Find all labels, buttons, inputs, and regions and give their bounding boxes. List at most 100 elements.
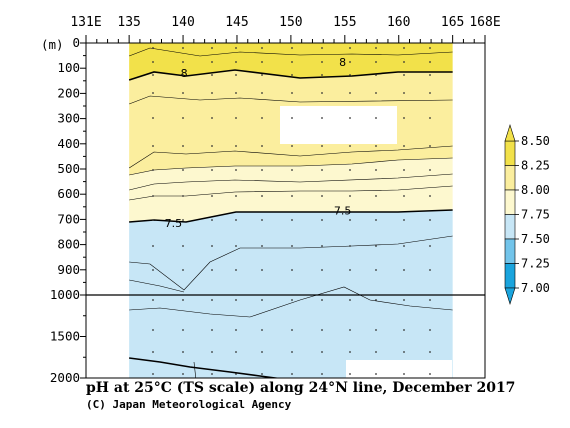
y-tick-label: 900 bbox=[57, 262, 80, 277]
contour-line bbox=[128, 69, 453, 81]
sample-dot bbox=[429, 117, 431, 119]
sample-dot bbox=[235, 329, 237, 331]
sample-dot bbox=[375, 245, 377, 247]
y-tick-label: 1500 bbox=[50, 329, 80, 344]
sample-dot bbox=[349, 329, 351, 331]
sample-dot bbox=[235, 373, 237, 375]
sample-dot bbox=[321, 195, 323, 197]
band-2 bbox=[129, 158, 453, 222]
sample-dot bbox=[152, 117, 154, 119]
contour-line bbox=[193, 361, 197, 378]
sample-dot bbox=[375, 61, 377, 63]
colorbar-label: 7.75 bbox=[521, 208, 550, 222]
sample-dot bbox=[321, 92, 323, 94]
sample-dot bbox=[349, 117, 351, 119]
sample-dot bbox=[182, 195, 184, 197]
sample-dot bbox=[152, 299, 154, 301]
sample-dot bbox=[211, 195, 213, 197]
sample-dot bbox=[261, 245, 263, 247]
sample-dot bbox=[429, 92, 431, 94]
contour-line bbox=[128, 145, 453, 169]
no-data-mask-lower bbox=[346, 360, 452, 378]
sample-dot bbox=[235, 195, 237, 197]
sample-dot bbox=[321, 219, 323, 221]
sample-dot bbox=[403, 92, 405, 94]
sample-dot bbox=[291, 61, 293, 63]
y-tick-label: 2000 bbox=[50, 370, 80, 385]
x-tick-label: 165 bbox=[441, 15, 464, 30]
sample-dot bbox=[429, 299, 431, 301]
sample-dot bbox=[429, 47, 431, 49]
y-tick-label: 0 bbox=[72, 35, 80, 50]
sample-dot bbox=[235, 169, 237, 171]
sample-dot bbox=[403, 195, 405, 197]
sample-dot bbox=[321, 145, 323, 147]
sample-dot bbox=[429, 195, 431, 197]
sample-dot bbox=[403, 219, 405, 221]
sample-dot bbox=[349, 61, 351, 63]
sample-dot bbox=[182, 245, 184, 247]
sample-dot bbox=[235, 299, 237, 301]
sample-dot bbox=[291, 169, 293, 171]
sample-dot bbox=[211, 299, 213, 301]
sample-dot bbox=[235, 245, 237, 247]
contour-line bbox=[129, 209, 453, 223]
colorbar-label: 8.00 bbox=[521, 183, 550, 197]
sample-dot bbox=[261, 219, 263, 221]
sample-dot bbox=[152, 195, 154, 197]
sample-dot bbox=[375, 219, 377, 221]
sample-dot bbox=[429, 145, 431, 147]
colorbar-swatch bbox=[504, 165, 516, 191]
sample-dot bbox=[375, 373, 377, 375]
sample-dot bbox=[375, 195, 377, 197]
y-tick-label: 200 bbox=[57, 85, 80, 100]
sample-dot bbox=[429, 219, 431, 221]
x-tick-label: 131E bbox=[70, 15, 101, 30]
sample-dot bbox=[261, 373, 263, 375]
sample-dot bbox=[349, 92, 351, 94]
colorbar: 8.50 8.25 8.00 7.75 7.50 7.25 7.00 bbox=[504, 123, 550, 306]
sample-dot bbox=[429, 329, 431, 331]
sample-dot bbox=[349, 351, 351, 353]
sample-dot bbox=[403, 169, 405, 171]
sample-dot bbox=[349, 269, 351, 271]
colorbar-label: 7.50 bbox=[521, 232, 550, 246]
y-tick-label: 100 bbox=[57, 60, 80, 75]
sample-dot bbox=[403, 373, 405, 375]
sample-dot bbox=[375, 74, 377, 76]
colorbar-label: 7.00 bbox=[521, 281, 550, 295]
contour-labels: 8 8 7.5 7.5 bbox=[165, 56, 352, 230]
sample-dot bbox=[182, 61, 184, 63]
sample-dot bbox=[261, 269, 263, 271]
sample-dot bbox=[429, 351, 431, 353]
contour-line bbox=[129, 47, 453, 57]
sample-dot bbox=[291, 245, 293, 247]
colorbar-swatch bbox=[504, 263, 516, 289]
sample-dot bbox=[152, 169, 154, 171]
sample-dot bbox=[261, 299, 263, 301]
band-3 bbox=[129, 210, 453, 360]
sample-dot bbox=[261, 329, 263, 331]
sample-dot bbox=[152, 329, 154, 331]
plot-frame bbox=[85, 42, 486, 379]
sample-dot bbox=[211, 329, 213, 331]
contour-label-0: 8 bbox=[181, 67, 188, 80]
colorbar-swatch bbox=[504, 238, 516, 264]
x-tick-label: 150 bbox=[279, 15, 302, 30]
sample-dots bbox=[152, 47, 431, 375]
sample-dot bbox=[291, 351, 293, 353]
sample-dot bbox=[152, 74, 154, 76]
y-axis: 0 100 200 300 400 500 600 700 800 900 1000 1500 2000 bbox=[50, 35, 86, 385]
sample-dot bbox=[182, 299, 184, 301]
x-axis: 131E 135 140 145 150 155 160 165 168E bbox=[70, 15, 501, 43]
sample-dot bbox=[211, 351, 213, 353]
y-tick-label: 700 bbox=[57, 211, 80, 226]
x-tick-label: 140 bbox=[171, 15, 194, 30]
sample-dot bbox=[152, 145, 154, 147]
sample-dot bbox=[403, 351, 405, 353]
sample-dot bbox=[211, 269, 213, 271]
sample-dot bbox=[211, 169, 213, 171]
sample-dot bbox=[152, 219, 154, 221]
sample-dot bbox=[152, 351, 154, 353]
